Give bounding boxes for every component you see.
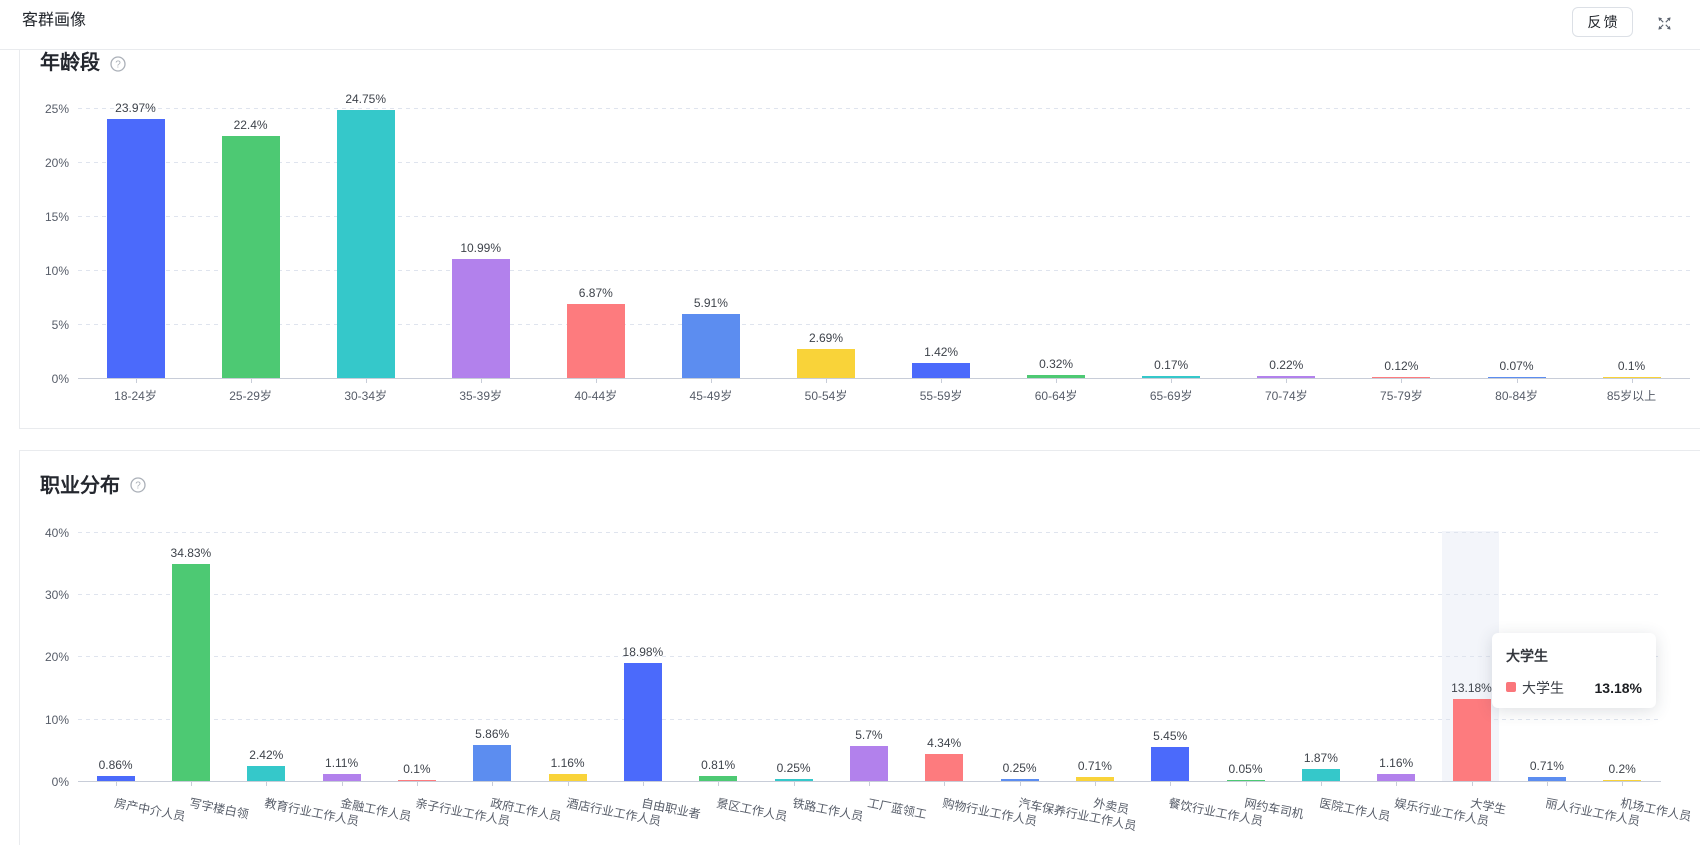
svg-text:?: ? xyxy=(135,480,141,491)
svg-text:?: ? xyxy=(115,59,121,70)
